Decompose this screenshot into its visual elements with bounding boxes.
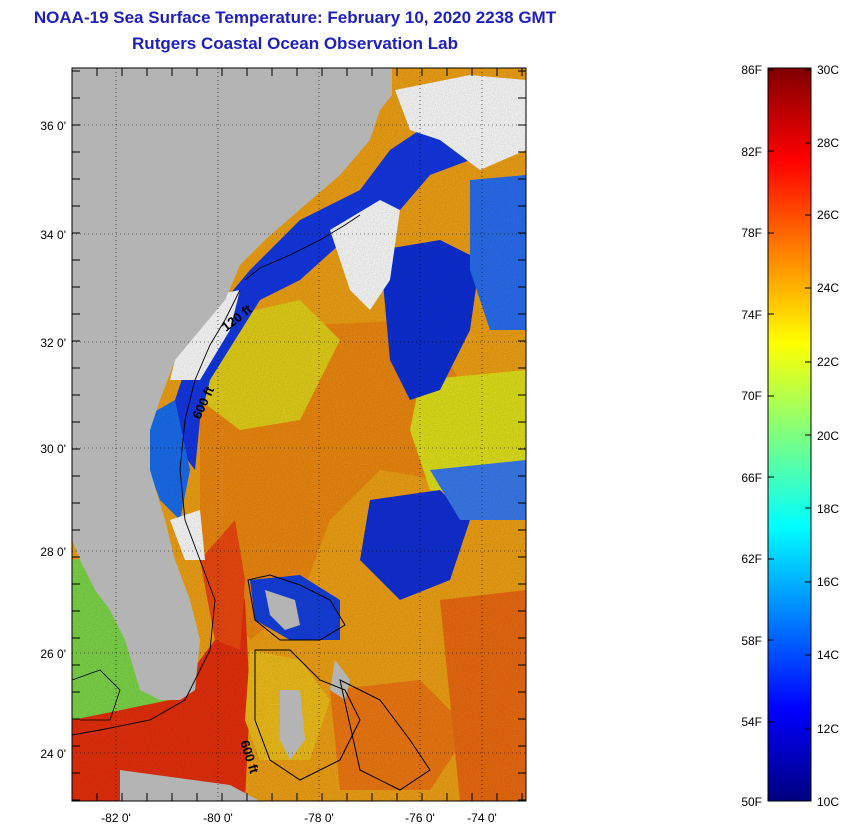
isobath-florida-bay [72, 669, 121, 721]
longitude-labels: -82 0' -80 0' -78 0' -76 0' -74 0' [101, 811, 497, 825]
colorbar-fahrenheit-labels: 86F 82F 78F 74F 70F 66F 62F 58F 54F 50F [741, 63, 762, 809]
map-ticks [71, 68, 526, 801]
isobath-great-bahama-bank [254, 649, 361, 781]
celsius-label: 14C [817, 648, 839, 662]
fahrenheit-label: 62F [741, 552, 762, 566]
lon-label: -78 0' [304, 811, 334, 825]
lon-label: -82 0' [101, 811, 131, 825]
lat-label: 36 0' [40, 119, 66, 133]
latitude-labels: 36 0' 34 0' 32 0' 30 0' 28 0' 26 0' 24 0… [40, 119, 66, 761]
lat-label: 28 0' [40, 545, 66, 559]
lat-label: 26 0' [40, 647, 66, 661]
lon-label: -76 0' [405, 811, 435, 825]
fahrenheit-label: 50F [741, 795, 762, 809]
lat-label: 32 0' [40, 336, 66, 350]
lat-label: 30 0' [40, 442, 66, 456]
celsius-label: 24C [817, 281, 839, 295]
fahrenheit-label: 74F [741, 308, 762, 322]
isobath-little-bahama-bank [247, 574, 346, 641]
lat-label: 34 0' [40, 228, 66, 242]
fahrenheit-label: 86F [741, 63, 762, 77]
celsius-label: 30C [817, 63, 839, 77]
map-area[interactable]: 120 ft 600 ft 600 ft [72, 68, 526, 801]
celsius-label: 18C [817, 502, 839, 516]
isobath-bahamas-south [339, 679, 431, 791]
fahrenheit-label: 70F [741, 389, 762, 403]
colorbar-ticks [768, 69, 811, 802]
celsius-label: 12C [817, 722, 839, 736]
land-cuba [120, 770, 260, 801]
celsius-label: 28C [817, 136, 839, 150]
fahrenheit-label: 78F [741, 226, 762, 240]
fahrenheit-label: 58F [741, 634, 762, 648]
lon-label: -74 0' [467, 811, 497, 825]
colorbar-celsius-labels: 30C 28C 26C 24C 22C 20C 18C 16C 14C 12C … [817, 63, 839, 809]
lat-label: 24 0' [40, 747, 66, 761]
map-frame [71, 67, 527, 802]
map-title: NOAA-19 Sea Surface Temperature: Februar… [33, 8, 557, 27]
celsius-label: 22C [817, 355, 839, 369]
fahrenheit-label: 82F [741, 145, 762, 159]
celsius-label: 20C [817, 429, 839, 443]
land-andros [280, 690, 305, 760]
colorbar-scale [767, 67, 812, 802]
celsius-label: 26C [817, 208, 839, 222]
isobath-120ft [244, 214, 361, 281]
land-southeast-us [72, 68, 392, 700]
fahrenheit-label: 66F [741, 471, 762, 485]
fahrenheit-label: 54F [741, 715, 762, 729]
isobath-600ft [72, 289, 241, 736]
colorbar: 86F 82F 78F 74F 70F 66F 62F 58F 54F 50F … [741, 63, 839, 809]
celsius-label: 10C [817, 795, 839, 809]
map-subtitle: Rutgers Coastal Ocean Observation Lab [132, 34, 458, 53]
lon-label: -80 0' [203, 811, 233, 825]
celsius-label: 16C [817, 575, 839, 589]
land-abaco [265, 590, 300, 630]
